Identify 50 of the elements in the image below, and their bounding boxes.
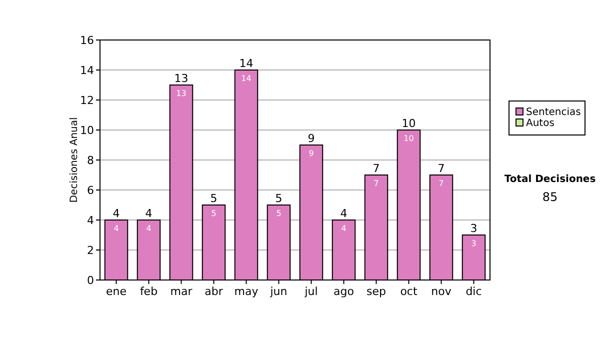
data-label: 3 — [471, 239, 476, 248]
data-label: 5 — [211, 209, 216, 218]
x-tick-label: dic — [466, 285, 482, 298]
legend-label: Sentencias — [526, 107, 581, 118]
x-tick-label: abr — [204, 285, 224, 298]
data-label: 4 — [341, 224, 346, 233]
y-tick-label: 16 — [80, 34, 94, 47]
text: Total Decisiones — [504, 174, 596, 185]
y-tick-label: 14 — [80, 64, 94, 77]
total-label: 5 — [210, 192, 218, 205]
text: 85 — [542, 190, 558, 204]
x-tick-label: ene — [106, 285, 127, 298]
x-tick-label: may — [234, 285, 259, 298]
y-axis-title: Decisiones Anual — [69, 117, 80, 203]
data-label: 4 — [114, 224, 119, 233]
y-tick-label: 12 — [80, 94, 94, 107]
y-tick-label: 0 — [87, 274, 94, 287]
x-tick-label: feb — [140, 285, 158, 298]
data-label: 7 — [438, 179, 444, 188]
data-label: 9 — [308, 149, 314, 158]
y-tick-label: 2 — [87, 244, 94, 257]
x-tick-label: jul — [304, 285, 318, 298]
total-label: 14 — [239, 57, 254, 70]
data-label: 13 — [176, 89, 186, 98]
data-label: 14 — [241, 74, 252, 83]
y-tick-label: 6 — [87, 184, 94, 197]
y-tick-label: 8 — [87, 154, 94, 167]
x-tick-label: oct — [400, 285, 418, 298]
total-label: 5 — [275, 192, 282, 205]
total-label: 7 — [438, 162, 445, 175]
y-tick-label: 4 — [87, 214, 94, 227]
x-tick-label: sep — [366, 285, 386, 298]
total-label: 4 — [145, 207, 152, 220]
data-label: 5 — [276, 209, 282, 218]
total-label: 13 — [174, 72, 188, 85]
data-label: 10 — [404, 134, 414, 143]
x-tick-label: jun — [269, 285, 288, 298]
total-label: 4 — [340, 207, 348, 220]
total-label: 3 — [470, 222, 478, 235]
total-label: 7 — [372, 162, 380, 175]
x-tick-label: nov — [431, 285, 452, 298]
data-label: 4 — [146, 224, 152, 233]
total-label: 10 — [402, 117, 416, 130]
y-tick-label: 10 — [80, 124, 94, 137]
x-tick-label: ago — [334, 285, 354, 298]
total-label: 9 — [308, 132, 315, 145]
data-label: 7 — [374, 179, 379, 188]
total-label: 4 — [112, 207, 120, 220]
legend-label: Autos — [526, 118, 554, 129]
x-tick-label: mar — [170, 285, 193, 298]
